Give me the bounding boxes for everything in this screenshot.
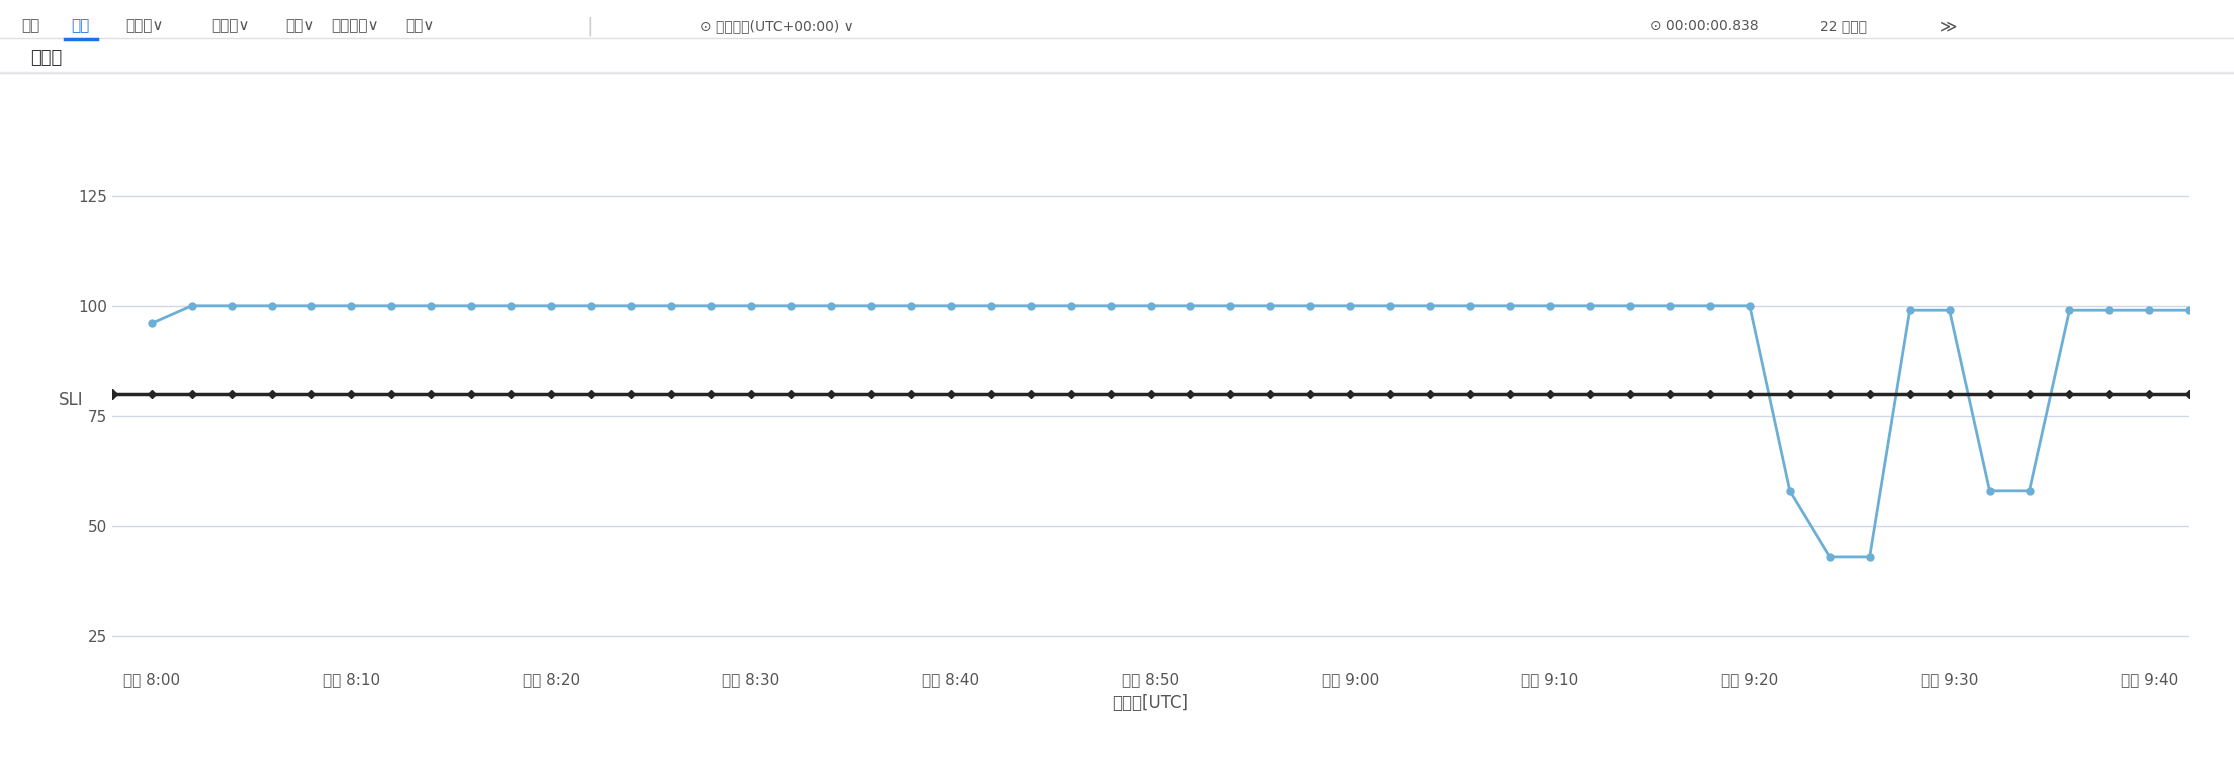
Text: ≫: ≫: [1939, 17, 1957, 35]
Text: 拆分依据∨: 拆分依据∨: [331, 18, 380, 33]
Text: 求和∨: 求和∨: [404, 18, 436, 33]
Text: 折线图∨: 折线图∨: [125, 18, 165, 33]
X-axis label: 时间戳[UTC]: 时间戳[UTC]: [1113, 694, 1188, 712]
Text: 结果: 结果: [20, 18, 40, 33]
Text: ⊙ 显示时间(UTC+00:00) ∨: ⊙ 显示时间(UTC+00:00) ∨: [699, 19, 853, 33]
Text: 时间戳∨: 时间戳∨: [210, 18, 250, 33]
Y-axis label: SLI: SLI: [58, 391, 83, 409]
Text: ⊙ 00:00:00.838: ⊙ 00:00:00.838: [1651, 19, 1758, 33]
Text: 全部∨: 全部∨: [286, 18, 315, 33]
Text: 22 条记录: 22 条记录: [1821, 19, 1868, 33]
Text: 已完成: 已完成: [29, 49, 63, 67]
Text: |: |: [588, 16, 594, 36]
Text: 图表: 图表: [71, 18, 89, 33]
